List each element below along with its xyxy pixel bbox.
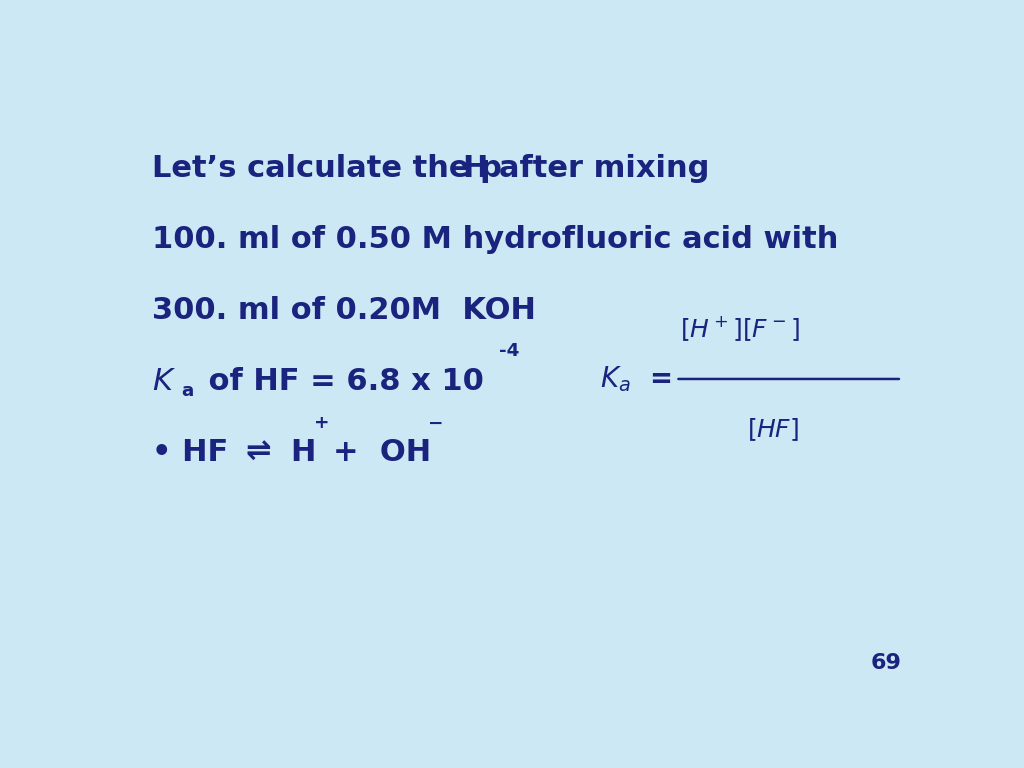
Text: $\mathit{K}_a$: $\mathit{K}_a$ [600, 364, 631, 394]
Text: a: a [181, 382, 194, 400]
Text: -4: -4 [500, 343, 520, 360]
Text: +: + [314, 415, 330, 432]
Text: $[HF]$: $[HF]$ [748, 415, 799, 442]
Text: of HF = 6.8 x 10: of HF = 6.8 x 10 [198, 367, 483, 396]
Text: 69: 69 [870, 653, 902, 673]
Text: 100. ml of 0.50 M hydrofluoric acid with: 100. ml of 0.50 M hydrofluoric acid with [152, 225, 839, 254]
Text: H after mixing: H after mixing [463, 154, 710, 184]
Text: Let’s calculate the p: Let’s calculate the p [152, 154, 502, 184]
Text: $[H^+][F^-]$: $[H^+][F^-]$ [680, 314, 800, 343]
Text: −: − [428, 415, 443, 432]
Text: 300. ml of 0.20M  KOH: 300. ml of 0.20M KOH [152, 296, 536, 325]
Text: =: = [649, 365, 673, 393]
Text: +  OH: + OH [333, 438, 431, 467]
Text: H: H [291, 438, 316, 467]
Text: ⇌: ⇌ [246, 438, 271, 467]
Text: • HF: • HF [152, 438, 228, 467]
Text: $\mathit{K}$: $\mathit{K}$ [152, 367, 176, 396]
